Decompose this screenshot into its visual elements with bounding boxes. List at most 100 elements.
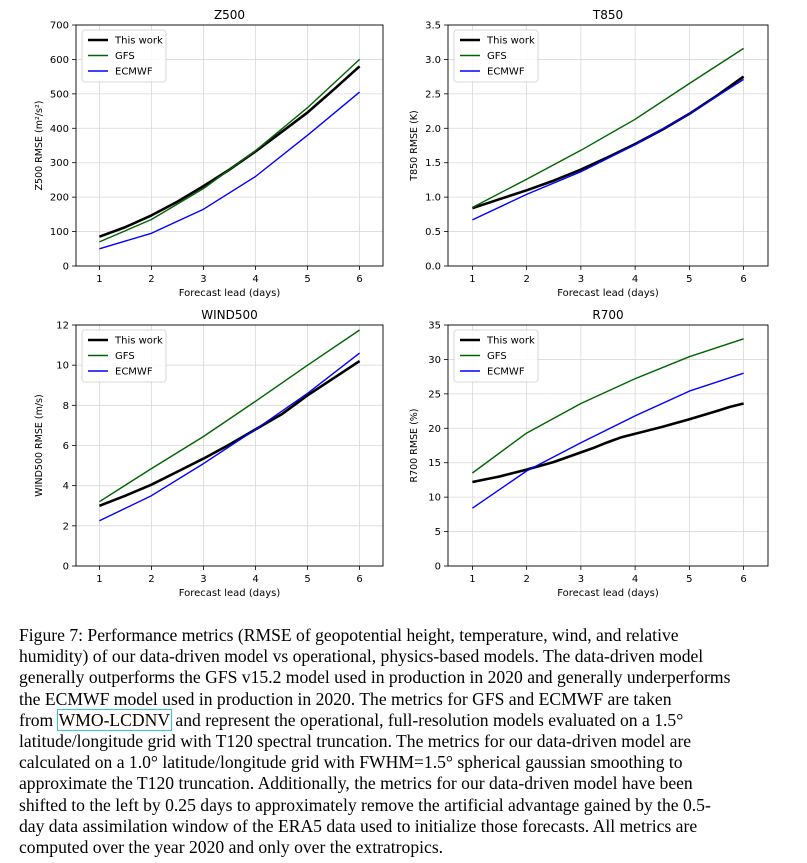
y-tick-label: 0 [435,562,441,573]
legend: This work GFS ECMWF [81,29,167,83]
series-line-ecmwf [99,352,361,522]
y-axis-label: WIND500 RMSE (m/s) [34,394,45,496]
x-tick-label: 1 [96,274,102,285]
series-line-ecmwf [472,372,744,509]
figure-caption: Figure 7: Performance metrics (RMSE of g… [19,625,783,858]
caption-text: and represent the operational, full-reso… [171,709,684,730]
x-tick-label: 4 [632,274,638,285]
legend-box [81,329,167,383]
y-tick-label: 15 [428,458,441,469]
legend-label: This work [114,336,163,347]
axes-frame [447,324,769,567]
y-tick-label: 1.0 [425,193,441,204]
axes-frame [75,24,384,267]
series-line-this-work [98,360,361,508]
y-tick-label: 12 [56,321,69,332]
x-axis-label: Forecast lead (days) [557,588,659,599]
caption-line: shifted to the left by 0.25 days to appr… [19,794,711,815]
legend-label: ECMWF [115,67,153,78]
axes-frame [75,324,384,567]
legend-box [453,329,539,383]
legend-label: ECMWF [115,367,153,378]
x-tick-label: 2 [523,574,529,585]
axes-frame [447,24,769,267]
y-tick-label: 0 [63,262,69,273]
caption-line: the ECMWF model used in production in 20… [19,688,672,709]
x-tick-label: 6 [740,574,746,585]
y-tick-label: 600 [50,55,69,66]
y-tick-label: 0.5 [425,227,441,238]
y-tick-label: 2.0 [425,124,441,135]
y-tick-label: 1.5 [425,158,441,169]
y-axis-label: R700 RMSE (%) [409,408,420,482]
y-tick-label: 20 [428,424,441,435]
y-axis-label: Z500 RMSE (m²/s²) [34,101,45,191]
chart-panel-z500: 1 2 3 4 5 6 0 100 200 300 400 500 600 700 Z500 Forecast… [34,8,384,299]
y-tick-label: 2.5 [425,89,441,100]
x-tick-label: 3 [578,574,584,585]
y-tick-label: 100 [50,227,69,238]
chart-title: WIND500 [201,308,258,322]
legend-label: This work [486,336,535,347]
series-line-gfs [472,47,744,209]
caption-line: generally outperforms the GFS v15.2 mode… [19,667,731,688]
x-tick-label: 4 [632,574,638,585]
legend: This work GFS ECMWF [453,329,539,383]
legend-label: GFS [115,351,135,362]
y-axis-label: T850 RMSE (K) [409,110,420,181]
series-line-ecmwf [472,78,744,221]
y-tick-label: 10 [428,493,441,504]
y-tick-label: 400 [50,124,69,135]
chart-title: T850 [592,8,623,22]
y-tick-label: 8 [63,401,69,412]
x-tick-label: 3 [200,274,206,285]
series-line-ecmwf [99,91,361,250]
caption-line: computed over the year 2020 and only ove… [19,837,444,858]
legend-label: GFS [487,351,507,362]
chart-panel-t850: 1 2 3 4 5 6 0.0 0.5 1.0 1.5 2.0 2.5 3.0 3.5 T850 Foreca… [409,8,769,299]
x-tick-label: 6 [356,574,362,585]
x-axis-label: Forecast lead (days) [179,588,281,599]
caption-line: calculated on a 1.0° latitude/longitude … [19,752,683,773]
legend: This work GFS ECMWF [453,29,539,83]
caption-line: day data assimilation window of the ERA5… [19,815,698,836]
caption-line: latitude/longitude grid with T120 spectr… [19,731,692,752]
series-line-gfs [99,58,361,243]
chart-title: R700 [592,308,623,322]
x-tick-label: 3 [578,274,584,285]
chart-panel-r700: 1 2 3 4 5 6 0 5 10 15 20 25 30 35 R700 Forecast lead (d… [409,308,769,599]
caption-text: from [19,709,58,730]
y-tick-label: 300 [50,158,69,169]
y-tick-label: 500 [50,89,69,100]
legend-label: GFS [487,51,507,62]
y-tick-label: 25 [428,389,441,400]
legend-box [81,29,167,83]
caption-line: humidity) of our data-driven model vs op… [19,646,704,667]
y-tick-label: 35 [428,321,441,332]
figure-panels: 1 2 3 4 5 60100200300400500600700Z500Forecast… [34,8,769,599]
y-tick-label: 30 [428,355,441,366]
legend-label: This work [114,36,163,47]
y-tick-label: 2 [63,521,69,532]
caption-line: approximate the T120 truncation. Additio… [19,773,693,794]
legend-label: ECMWF [487,367,525,378]
x-tick-label: 5 [686,574,692,585]
x-tick-label: 4 [252,574,258,585]
series-line-gfs [99,329,360,503]
citation-link[interactable]: WMO-LCDNV [56,708,173,731]
x-tick-label: 6 [740,274,746,285]
y-tick-label: 10 [56,361,69,372]
y-tick-label: 5 [435,527,441,538]
y-tick-label: 0.0 [425,262,441,273]
y-tick-label: 0 [63,562,69,573]
legend: This work GFS ECMWF [81,329,167,383]
x-tick-label: 1 [96,574,102,585]
x-tick-label: 1 [469,574,475,585]
x-tick-label: 5 [686,274,692,285]
y-tick-label: 3.0 [425,55,441,66]
legend-label: ECMWF [487,67,525,78]
y-tick-label: 700 [50,21,69,32]
chart-title: Z500 [214,8,245,22]
legend-box [453,29,539,83]
x-axis-label: Forecast lead (days) [179,288,281,299]
